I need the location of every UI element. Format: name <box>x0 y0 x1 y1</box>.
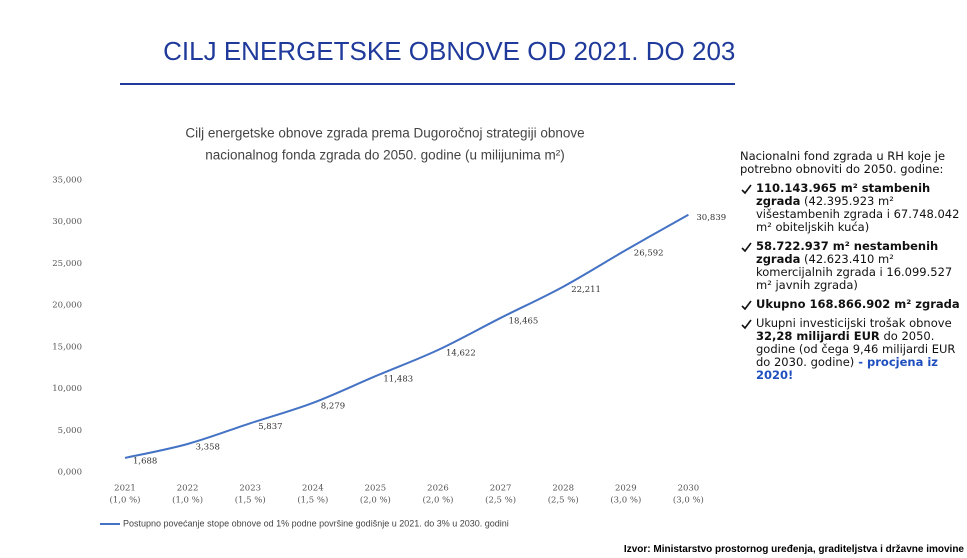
y-tick-label: 0,000 <box>58 468 82 478</box>
side-text: - procjena iz 2020! <box>756 355 938 382</box>
check-icon <box>741 319 752 330</box>
x-tick-label: 2028 <box>552 484 574 494</box>
series-line <box>124 213 689 459</box>
data-label: 11,483 <box>383 375 413 385</box>
side-intro: Nacionalni fond zgrada u RH koje je potr… <box>740 149 946 176</box>
data-label: 1,688 <box>133 456 157 466</box>
side-item: Ukupno 168.866.902 m² zgrada <box>740 298 962 311</box>
data-label: 8,279 <box>321 401 345 411</box>
x-tick-label: 2021 <box>114 484 136 494</box>
check-icon <box>741 300 752 311</box>
chart-title: nacionalnog fonda zgrada do 2050. godine… <box>205 148 564 163</box>
x-tick-label: 2022 <box>177 484 199 494</box>
check-icon <box>741 184 752 195</box>
data-label: 30,839 <box>696 213 726 223</box>
x-tick-sublabel: (1,0 %) <box>110 495 141 506</box>
y-tick-label: 20,000 <box>52 301 82 311</box>
data-label: 5,837 <box>258 422 282 432</box>
x-tick-label: 2030 <box>678 484 700 494</box>
side-item: 110.143.965 m² stambenih zgrada (42.395.… <box>740 182 962 234</box>
data-label: 18,465 <box>509 316 539 326</box>
x-tick-label: 2023 <box>239 484 261 494</box>
side-text: Ukupno 168.866.902 m² zgrada <box>756 297 960 311</box>
x-tick-sublabel: (2,0 %) <box>423 495 454 506</box>
legend-label: Postupno povećanje stope obnove od 1% po… <box>123 518 509 528</box>
y-tick-label: 35,000 <box>52 176 82 186</box>
slide-title: CILJ ENERGETSKE OBNOVE OD 2021. DO 2030.… <box>163 36 735 66</box>
data-label: 3,358 <box>196 442 220 452</box>
x-tick-sublabel: (2,5 %) <box>548 495 579 506</box>
data-label: 26,592 <box>634 249 664 259</box>
side-item: 58.722.937 m² nestambenih zgrada (42.623… <box>740 240 962 292</box>
x-tick-sublabel: (3,0 %) <box>673 495 704 506</box>
y-tick-label: 10,000 <box>52 384 82 394</box>
data-label: 14,622 <box>446 349 476 359</box>
x-tick-label: 2027 <box>490 484 512 494</box>
x-tick-sublabel: (1,5 %) <box>297 495 328 506</box>
side-text: 110.143.965 m² stambenih zgrada <box>756 181 931 208</box>
check-icon <box>741 242 752 253</box>
x-tick-sublabel: (1,5 %) <box>235 495 266 506</box>
y-tick-label: 15,000 <box>52 342 82 352</box>
side-text: 58.722.937 m² nestambenih zgrada <box>756 239 939 266</box>
x-tick-sublabel: (2,0 %) <box>360 495 391 506</box>
x-tick-label: 2026 <box>427 484 449 494</box>
x-tick-label: 2029 <box>615 484 637 494</box>
chart: CILJ ENERGETSKE OBNOVE OD 2021. DO 2030.… <box>52 36 735 528</box>
x-tick-sublabel: (2,5 %) <box>485 495 516 506</box>
x-tick-sublabel: (1,0 %) <box>172 495 203 506</box>
side-text: 32,28 milijardi EUR <box>756 329 880 343</box>
y-tick-label: 30,000 <box>52 217 82 227</box>
side-text: (42.395.923 m² višestambenih zgrada i 67… <box>756 194 960 234</box>
y-tick-label: 25,000 <box>52 259 82 269</box>
x-tick-label: 2024 <box>302 484 324 494</box>
x-tick-label: 2025 <box>365 484 387 494</box>
side-item: Ukupni investicijski trošak obnove 32,28… <box>740 317 962 382</box>
y-tick-label: 5,000 <box>58 426 82 436</box>
source: Izvor: Ministarstvo prostornog uređenja,… <box>623 544 964 555</box>
chart-title: Cilj energetske obnove zgrada prema Dugo… <box>185 126 584 141</box>
data-label: 22,211 <box>571 285 601 295</box>
side-text: (42.623.410 m² komercijalnih zgrada i 16… <box>756 252 953 292</box>
x-tick-sublabel: (3,0 %) <box>610 495 641 506</box>
side-panel: Nacionalni fond zgrada u RH koje je potr… <box>740 150 962 388</box>
side-text: do 2050. godine (od čega 9,46 milijardi … <box>756 329 956 369</box>
side-text: Ukupni investicijski trošak obnove <box>756 316 952 330</box>
